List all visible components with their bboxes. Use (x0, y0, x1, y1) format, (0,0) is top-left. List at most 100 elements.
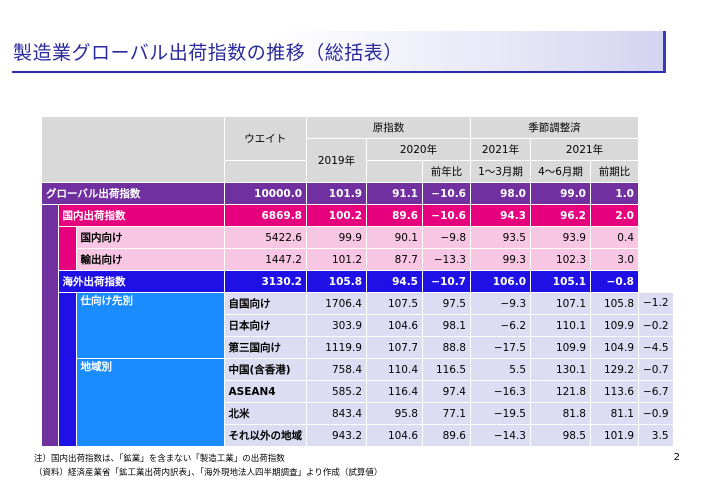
row-label: 輸出向け (76, 248, 225, 271)
cell-2019: 116.4 (366, 380, 423, 403)
cell-q1: 94.3 (470, 204, 531, 227)
header-weight-blank (224, 160, 307, 183)
cell-q1: 110.1 (530, 314, 591, 337)
cell-2020: 94.5 (366, 270, 423, 293)
header-blank (42, 117, 225, 183)
cell-2020: 89.6 (366, 204, 423, 227)
cell-2019: 107.7 (366, 336, 423, 359)
table-row: 輸出向け 1447.2 101.2 87.7 −13.3 99.3 102.3 … (42, 248, 673, 271)
cell-2020: 98.1 (422, 314, 471, 337)
cell-weight: 6869.8 (224, 204, 307, 227)
cell-qoq: 3.0 (590, 248, 639, 271)
cell-2019: 104.6 (366, 314, 423, 337)
row-label: 国内出荷指数 (58, 204, 225, 227)
cell-weight: 843.4 (306, 402, 367, 425)
destination-group-text: 仕向け先別 (80, 295, 134, 307)
cell-q1: 107.1 (530, 292, 591, 315)
cell-yoy: −16.3 (470, 380, 531, 403)
cell-qoq: 2.0 (590, 204, 639, 227)
cell-2020: 77.1 (422, 402, 471, 425)
cell-q2: 93.9 (530, 226, 591, 249)
cell-q2: 104.9 (590, 336, 639, 359)
table-row: ASEAN4 585.2 116.4 97.4 −16.3 121.8 113.… (42, 380, 674, 403)
cell-qoq: −0.7 (638, 358, 674, 381)
cell-q2: 99.0 (530, 182, 591, 205)
header-row-2: 2019年 2020年 2021年 2021年 (42, 138, 673, 183)
table-row: 第三国向け 1119.9 107.7 88.8 −17.5 109.9 104.… (42, 336, 674, 359)
row-label: 日本向け (224, 314, 307, 337)
row-label: 第三国向け (224, 336, 307, 359)
cell-2019: 101.2 (306, 248, 367, 271)
cell-weight: 1447.2 (224, 248, 307, 271)
cell-q1: 98.0 (470, 182, 531, 205)
cell-2020: 116.5 (422, 358, 471, 381)
row-label: 海外出荷指数 (58, 270, 225, 293)
cell-yoy: −9.3 (470, 292, 531, 315)
row-label: それ以外の地域 (224, 424, 307, 447)
page-number: 2 (673, 452, 680, 463)
header-weight: ウエイト (224, 117, 307, 161)
cell-q1: 93.5 (470, 226, 531, 249)
cell-q2: 81.1 (590, 402, 639, 425)
row-label: 自国向け (224, 292, 307, 315)
cell-q2: 102.3 (530, 248, 591, 271)
cell-2020: 97.4 (422, 380, 471, 403)
cell-weight: 303.9 (306, 314, 367, 337)
cell-q1: 99.3 (470, 248, 531, 271)
cell-qoq: −4.5 (638, 336, 674, 359)
global-indent-bar (42, 204, 59, 447)
cell-yoy: −10.6 (422, 182, 471, 205)
cell-q1: 109.9 (530, 336, 591, 359)
cell-2020: 97.5 (422, 292, 471, 315)
overseas-indent-bar (58, 292, 77, 447)
header-q2: 4～6月期 (530, 160, 591, 183)
title-bar (12, 31, 666, 73)
page-title: 製造業グローバル出荷指数の推移（総括表） (13, 42, 403, 64)
row-label: 中国(含香港) (224, 358, 307, 381)
cell-yoy: −10.7 (422, 270, 471, 293)
cell-2019: 100.2 (306, 204, 367, 227)
header-2020: 2020年 (366, 138, 471, 161)
row-label: 北米 (224, 402, 307, 425)
header-q1: 1～3月期 (470, 160, 531, 183)
cell-q2: 129.2 (590, 358, 639, 381)
cell-weight: 1119.9 (306, 336, 367, 359)
table-row: 地域別 中国(含香港) 758.4 110.4 116.5 5.5 130.1 … (42, 358, 674, 447)
cell-q2: 105.1 (530, 270, 591, 293)
cell-weight: 943.2 (306, 424, 367, 447)
cell-q2: 101.9 (590, 424, 639, 447)
cell-weight: 10000.0 (224, 182, 307, 205)
footnote-1: 注）国内出荷指数は、「鉱業」を含まない「製造工業」の出荷指数 (34, 454, 285, 464)
cell-2019: 99.9 (306, 226, 367, 249)
header-2021a: 2021年 (470, 138, 531, 161)
cell-weight: 585.2 (306, 380, 367, 403)
cell-yoy: −13.3 (422, 248, 471, 271)
cell-q2: 96.2 (530, 204, 591, 227)
header-yoy: 前年比 (422, 160, 471, 183)
summary-table: ウエイト 原指数 季節調整済 2019年 2020年 2021年 2021年 前… (42, 117, 674, 447)
destination-group-label: 仕向け先別 (76, 292, 225, 359)
row-label: ASEAN4 (224, 380, 307, 403)
cell-qoq: −0.9 (638, 402, 674, 425)
cell-q2: 109.9 (590, 314, 639, 337)
cell-yoy: −17.5 (470, 336, 531, 359)
cell-q1: 98.5 (530, 424, 591, 447)
table-row: 国内出荷指数 6869.8 100.2 89.6 −10.6 94.3 96.2… (42, 204, 673, 447)
cell-q1: 106.0 (470, 270, 531, 293)
cell-qoq: 0.4 (590, 226, 639, 249)
cell-qoq: −1.2 (638, 292, 674, 315)
cell-2019: 107.5 (366, 292, 423, 315)
row-label: グローバル出荷指数 (42, 182, 225, 205)
table-row: 日本向け 303.9 104.6 98.1 −6.2 110.1 109.9 −… (42, 314, 674, 337)
cell-qoq: −0.2 (638, 314, 674, 337)
cell-q1: 130.1 (530, 358, 591, 381)
cell-qoq: 3.5 (638, 424, 674, 447)
header-qoq: 前期比 (590, 160, 639, 183)
cell-yoy: −19.5 (470, 402, 531, 425)
header-seasonal: 季節調整済 (470, 117, 639, 139)
header-row-1: ウエイト 原指数 季節調整済 (42, 117, 673, 183)
row-label: 国内向け (76, 226, 225, 249)
cell-weight: 5422.6 (224, 226, 307, 249)
table-row: 海外出荷指数 3130.2 105.8 94.5 −10.7 106.0 105… (42, 270, 673, 293)
table-row: グローバル出荷指数 10000.0 101.9 91.1 −10.6 98.0 … (42, 182, 673, 205)
